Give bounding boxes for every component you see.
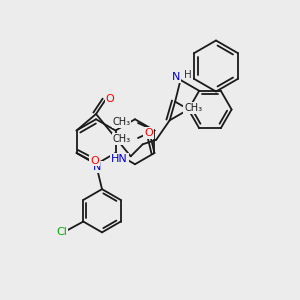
Text: HN: HN [111, 154, 128, 164]
Text: O: O [106, 94, 114, 104]
Text: H: H [184, 70, 192, 80]
Text: N: N [93, 162, 102, 172]
Text: O: O [144, 128, 153, 138]
Text: Cl: Cl [56, 227, 67, 237]
Text: CH₃: CH₃ [112, 134, 130, 144]
Text: N: N [172, 72, 180, 82]
Text: O: O [90, 155, 99, 166]
Text: CH₃: CH₃ [184, 103, 202, 113]
Text: CH₃: CH₃ [112, 117, 130, 127]
